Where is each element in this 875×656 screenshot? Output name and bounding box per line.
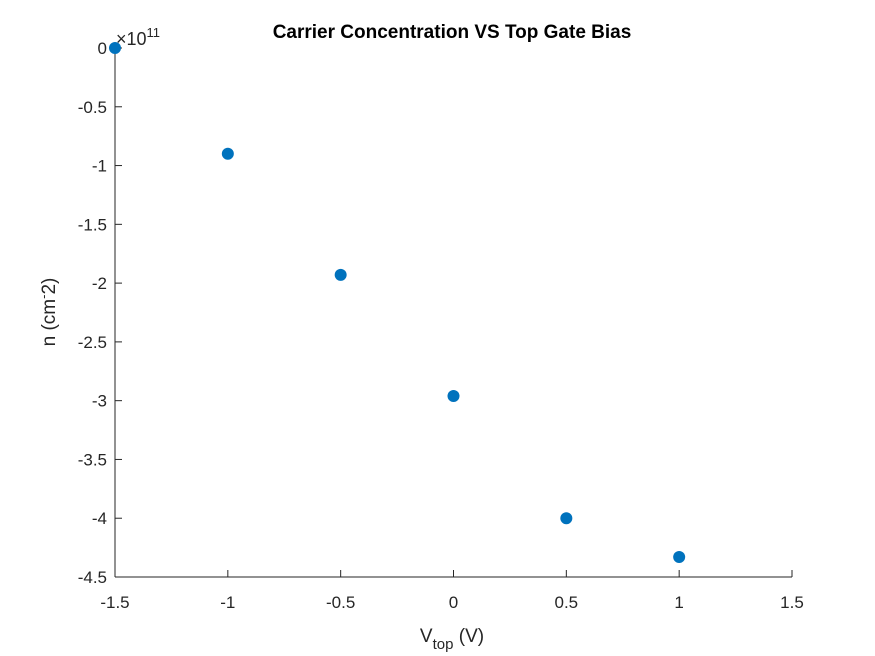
y-axis-exponent: ×1011 (116, 25, 160, 49)
data-point (673, 551, 686, 564)
x-ticks: -1.5 -1 -0.5 0 0.5 1 1.5 (100, 570, 804, 612)
x-tick-label: 1 (674, 593, 683, 612)
y-tick-label: -4 (92, 509, 107, 528)
y-ticks: 0 -0.5 -1 -1.5 -2 -2.5 -3 -3.5 -4 -4.5 (78, 39, 122, 587)
y-tick-label: -2.5 (78, 333, 107, 352)
y-label-main: n (cm (39, 299, 60, 347)
data-point (560, 512, 573, 525)
y-tick-label: -1.5 (78, 215, 107, 234)
y-exponent-power: 11 (147, 25, 161, 40)
x-tick-label: -1 (220, 593, 235, 612)
x-label-unit: (V) (453, 626, 484, 647)
y-tick-label: -4.5 (78, 568, 107, 587)
x-tick-label: 1.5 (780, 593, 804, 612)
chart-title: Carrier Concentration VS Top Gate Bias (273, 22, 632, 43)
data-point (334, 268, 347, 281)
y-tick-label: -3.5 (78, 450, 107, 469)
x-tick-label: -1.5 (100, 593, 129, 612)
x-tick-label: 0.5 (555, 593, 579, 612)
x-label-subscript: top (433, 636, 454, 653)
x-tick-label: 0 (449, 593, 458, 612)
data-point (109, 42, 121, 54)
x-axis-label: Vtop (V) (420, 626, 484, 653)
x-label-main: V (420, 626, 433, 647)
y-tick-label: -1 (92, 157, 107, 176)
axes (114, 48, 792, 578)
y-label-end: 2) (39, 278, 60, 295)
y-exponent-base: ×10 (116, 29, 147, 49)
x-tick-label: -0.5 (326, 593, 355, 612)
y-tick-label: -3 (92, 392, 107, 411)
y-tick-label: -0.5 (78, 98, 107, 117)
y-label-superscript: - (36, 295, 51, 299)
y-axis-label: n (cm-2) (36, 278, 60, 347)
y-tick-label: -2 (92, 274, 107, 293)
data-point (447, 389, 460, 402)
data-points (109, 42, 686, 564)
y-tick-label: 0 (98, 39, 107, 58)
data-point (221, 147, 234, 160)
